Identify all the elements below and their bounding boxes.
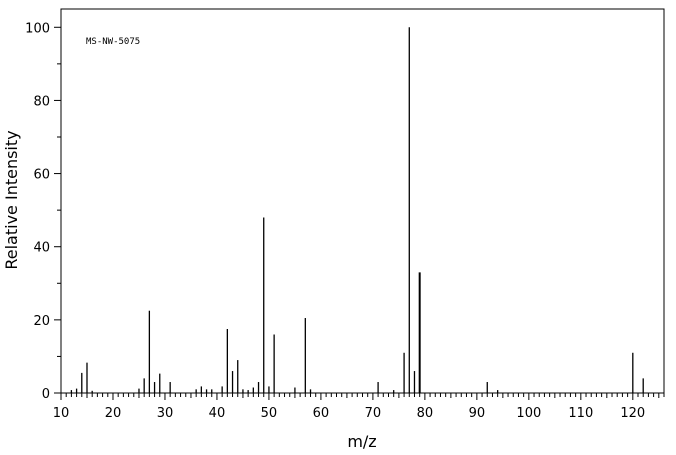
- y-tick-label: 100: [25, 21, 50, 36]
- x-tick-label: 70: [365, 406, 382, 421]
- x-tick-label: 30: [157, 406, 174, 421]
- x-tick-label: 120: [620, 406, 645, 421]
- y-tick-label: 60: [33, 168, 50, 183]
- y-axis-ticks: 0 20 40 60 80 100: [25, 21, 61, 402]
- x-tick-label: 80: [417, 406, 434, 421]
- x-tick-label: 50: [261, 406, 278, 421]
- y-axis-title: Relative Intensity: [2, 130, 21, 269]
- x-tick-label: 100: [516, 406, 541, 421]
- x-tick-label: 10: [53, 406, 70, 421]
- x-tick-label: 40: [209, 406, 226, 421]
- spectrum-annotation: MS-NW-5075: [86, 37, 140, 47]
- x-tick-label: 110: [568, 406, 593, 421]
- y-tick-label: 40: [33, 241, 50, 256]
- x-tick-label: 60: [313, 406, 330, 421]
- y-tick-label: 80: [33, 94, 50, 109]
- spectrum-peaks: [70, 27, 644, 393]
- x-tick-label: 20: [105, 406, 122, 421]
- plot-border: [60, 8, 665, 394]
- x-axis-title: m/z: [347, 432, 376, 451]
- y-tick-label: 0: [42, 387, 50, 402]
- x-axis-ticks: 10 20 30 40 50 60 70 80 90 100 110 120: [53, 393, 665, 421]
- plot-frame: [60, 8, 665, 394]
- y-tick-label: 20: [33, 314, 50, 329]
- x-tick-label: 90: [469, 406, 486, 421]
